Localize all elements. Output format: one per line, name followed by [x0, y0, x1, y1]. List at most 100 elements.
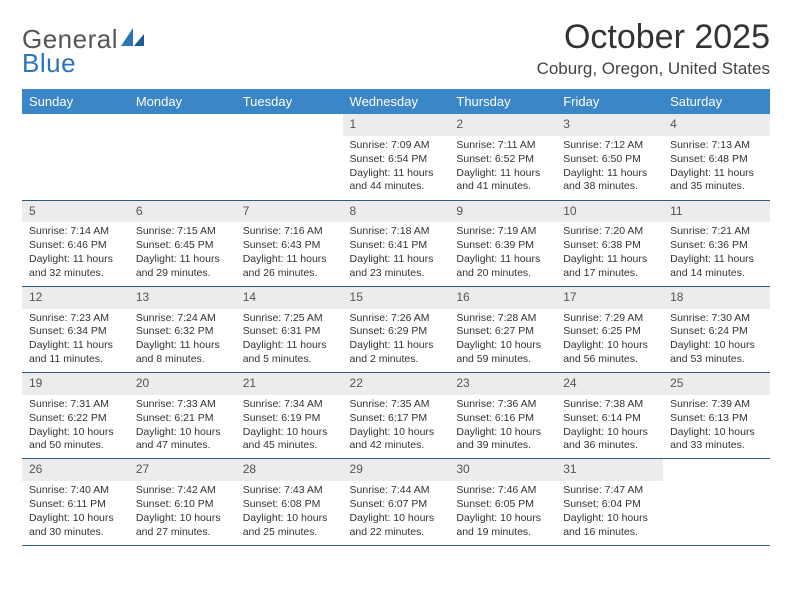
day-number: 10 [556, 201, 663, 223]
day-line: Sunset: 6:25 PM [563, 325, 656, 339]
day-line: and 41 minutes. [456, 180, 549, 194]
day-line: Daylight: 10 hours [136, 512, 229, 526]
day-line: Sunset: 6:11 PM [29, 498, 122, 512]
week-row: 26Sunrise: 7:40 AMSunset: 6:11 PMDayligh… [22, 459, 770, 545]
day-line: Daylight: 11 hours [350, 167, 443, 181]
day-line: Daylight: 11 hours [563, 167, 656, 181]
day-line: Daylight: 11 hours [350, 253, 443, 267]
week-row: 12Sunrise: 7:23 AMSunset: 6:34 PMDayligh… [22, 286, 770, 372]
weekday-header: Saturday [663, 89, 770, 114]
day-line: Sunset: 6:24 PM [670, 325, 763, 339]
day-body: Sunrise: 7:33 AMSunset: 6:21 PMDaylight:… [129, 395, 236, 458]
day-line: Sunset: 6:32 PM [136, 325, 229, 339]
day-line: Sunset: 6:54 PM [350, 153, 443, 167]
day-line: and 2 minutes. [350, 353, 443, 367]
day-body: Sunrise: 7:23 AMSunset: 6:34 PMDaylight:… [22, 309, 129, 372]
day-line: Sunrise: 7:43 AM [243, 484, 336, 498]
day-number: 9 [449, 201, 556, 223]
day-body: Sunrise: 7:19 AMSunset: 6:39 PMDaylight:… [449, 222, 556, 285]
day-cell: 3Sunrise: 7:12 AMSunset: 6:50 PMDaylight… [556, 114, 663, 200]
day-line: and 11 minutes. [29, 353, 122, 367]
day-line: Daylight: 10 hours [456, 512, 549, 526]
day-line: Sunrise: 7:34 AM [243, 398, 336, 412]
day-cell: 6Sunrise: 7:15 AMSunset: 6:45 PMDaylight… [129, 200, 236, 286]
day-line: and 27 minutes. [136, 526, 229, 540]
day-line: Sunset: 6:39 PM [456, 239, 549, 253]
day-line: and 17 minutes. [563, 267, 656, 281]
day-cell: 23Sunrise: 7:36 AMSunset: 6:16 PMDayligh… [449, 373, 556, 459]
day-line: and 59 minutes. [456, 353, 549, 367]
day-line: Daylight: 10 hours [563, 512, 656, 526]
weekday-header: Tuesday [236, 89, 343, 114]
day-line: Sunrise: 7:25 AM [243, 312, 336, 326]
day-line: Sunrise: 7:36 AM [456, 398, 549, 412]
day-line: Sunrise: 7:31 AM [29, 398, 122, 412]
day-line: Daylight: 10 hours [29, 512, 122, 526]
day-line: Sunset: 6:19 PM [243, 412, 336, 426]
day-cell: 24Sunrise: 7:38 AMSunset: 6:14 PMDayligh… [556, 373, 663, 459]
day-body: Sunrise: 7:29 AMSunset: 6:25 PMDaylight:… [556, 309, 663, 372]
day-line: Sunrise: 7:29 AM [563, 312, 656, 326]
day-line: Daylight: 10 hours [29, 426, 122, 440]
day-cell: 4Sunrise: 7:13 AMSunset: 6:48 PMDaylight… [663, 114, 770, 200]
day-line: and 16 minutes. [563, 526, 656, 540]
day-cell: 31Sunrise: 7:47 AMSunset: 6:04 PMDayligh… [556, 459, 663, 545]
day-cell [22, 114, 129, 200]
day-number: 4 [663, 114, 770, 136]
day-line: Sunset: 6:38 PM [563, 239, 656, 253]
day-body: Sunrise: 7:12 AMSunset: 6:50 PMDaylight:… [556, 136, 663, 199]
day-body: Sunrise: 7:39 AMSunset: 6:13 PMDaylight:… [663, 395, 770, 458]
day-line: Daylight: 10 hours [563, 426, 656, 440]
day-line: Sunrise: 7:46 AM [456, 484, 549, 498]
day-line: Sunrise: 7:33 AM [136, 398, 229, 412]
day-number: 5 [22, 201, 129, 223]
day-cell: 28Sunrise: 7:43 AMSunset: 6:08 PMDayligh… [236, 459, 343, 545]
day-cell: 14Sunrise: 7:25 AMSunset: 6:31 PMDayligh… [236, 286, 343, 372]
day-line: Sunset: 6:04 PM [563, 498, 656, 512]
day-body: Sunrise: 7:42 AMSunset: 6:10 PMDaylight:… [129, 481, 236, 544]
day-line: and 25 minutes. [243, 526, 336, 540]
title-block: October 2025 Coburg, Oregon, United Stat… [537, 18, 770, 79]
day-body: Sunrise: 7:36 AMSunset: 6:16 PMDaylight:… [449, 395, 556, 458]
day-number: 13 [129, 287, 236, 309]
day-line: Daylight: 11 hours [243, 253, 336, 267]
day-number: 12 [22, 287, 129, 309]
day-number: 20 [129, 373, 236, 395]
day-cell: 15Sunrise: 7:26 AMSunset: 6:29 PMDayligh… [343, 286, 450, 372]
day-line: Daylight: 11 hours [670, 253, 763, 267]
day-cell: 18Sunrise: 7:30 AMSunset: 6:24 PMDayligh… [663, 286, 770, 372]
day-line: and 45 minutes. [243, 439, 336, 453]
day-line: Sunset: 6:46 PM [29, 239, 122, 253]
day-cell: 27Sunrise: 7:42 AMSunset: 6:10 PMDayligh… [129, 459, 236, 545]
day-line: Sunrise: 7:20 AM [563, 225, 656, 239]
day-line: Sunrise: 7:42 AM [136, 484, 229, 498]
day-line: Sunrise: 7:39 AM [670, 398, 763, 412]
day-line: and 29 minutes. [136, 267, 229, 281]
day-line: Sunrise: 7:23 AM [29, 312, 122, 326]
day-line: and 36 minutes. [563, 439, 656, 453]
day-number: 22 [343, 373, 450, 395]
day-line: and 8 minutes. [136, 353, 229, 367]
day-cell [236, 114, 343, 200]
day-line: and 19 minutes. [456, 526, 549, 540]
day-body: Sunrise: 7:25 AMSunset: 6:31 PMDaylight:… [236, 309, 343, 372]
day-line: Sunrise: 7:11 AM [456, 139, 549, 153]
day-body [663, 465, 770, 473]
day-number: 8 [343, 201, 450, 223]
day-line: and 50 minutes. [29, 439, 122, 453]
day-body: Sunrise: 7:31 AMSunset: 6:22 PMDaylight:… [22, 395, 129, 458]
day-line: Daylight: 11 hours [350, 339, 443, 353]
day-line: Daylight: 11 hours [29, 253, 122, 267]
page: General October 2025 Coburg, Oregon, Uni… [0, 0, 792, 612]
day-line: Daylight: 10 hours [350, 426, 443, 440]
day-number: 11 [663, 201, 770, 223]
day-body: Sunrise: 7:15 AMSunset: 6:45 PMDaylight:… [129, 222, 236, 285]
day-line: and 39 minutes. [456, 439, 549, 453]
day-body: Sunrise: 7:28 AMSunset: 6:27 PMDaylight:… [449, 309, 556, 372]
day-body: Sunrise: 7:46 AMSunset: 6:05 PMDaylight:… [449, 481, 556, 544]
day-line: Sunrise: 7:19 AM [456, 225, 549, 239]
day-number: 17 [556, 287, 663, 309]
day-line: Sunset: 6:34 PM [29, 325, 122, 339]
day-number: 29 [343, 459, 450, 481]
day-body: Sunrise: 7:35 AMSunset: 6:17 PMDaylight:… [343, 395, 450, 458]
